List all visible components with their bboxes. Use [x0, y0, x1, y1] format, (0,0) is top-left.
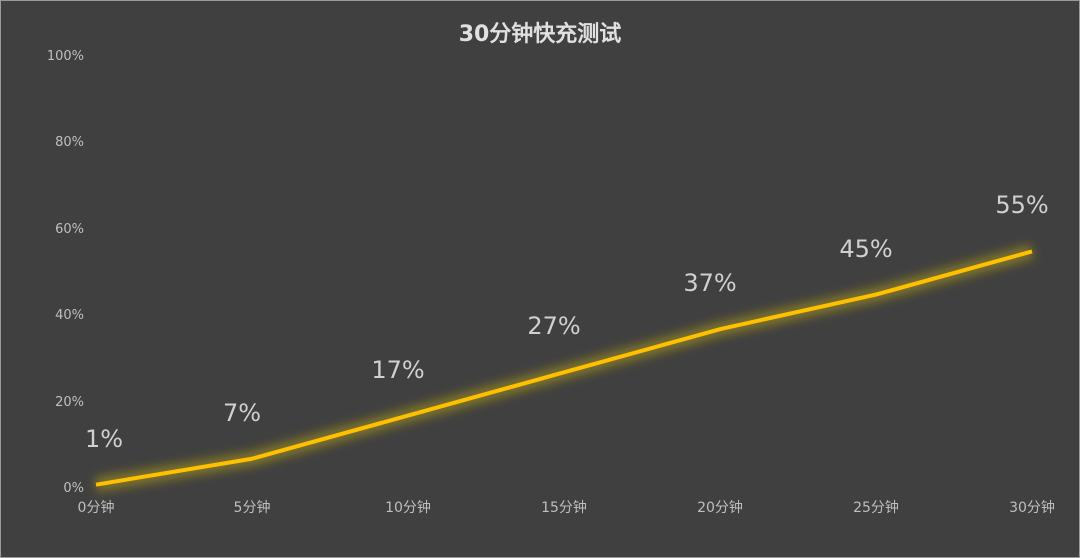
data-label: 55%: [995, 191, 1049, 220]
y-tick-80: 80%: [55, 135, 84, 150]
series-line: [95, 249, 1033, 487]
y-tick-20: 20%: [55, 395, 84, 410]
data-label: 37%: [683, 269, 737, 298]
data-label: 1%: [84, 424, 124, 453]
y-tick-100: 100%: [46, 49, 84, 64]
x-tick-label: 25分钟: [853, 500, 899, 516]
x-tick-label: 5分钟: [233, 500, 271, 516]
x-tick-label: 10分钟: [385, 500, 431, 516]
x-tick-label: 0分钟: [77, 500, 115, 516]
chart-title: 30分钟快充测试: [458, 22, 622, 47]
x-tick-label: 30分钟: [1009, 500, 1055, 516]
data-label: 45%: [839, 234, 893, 263]
y-tick-40: 40%: [55, 308, 84, 323]
y-tick-60: 60%: [55, 222, 84, 237]
y-tick-0: 0%: [63, 481, 84, 496]
data-label: 17%: [371, 355, 425, 384]
data-label: 27%: [527, 312, 581, 341]
x-tick-label: 20分钟: [697, 500, 743, 516]
x-tick-label: 15分钟: [541, 500, 587, 516]
data-label: 7%: [222, 398, 262, 427]
